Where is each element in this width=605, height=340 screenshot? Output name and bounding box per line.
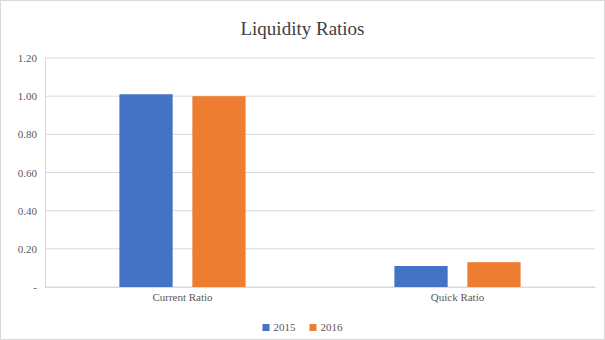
y-tick: 1.20: [18, 52, 45, 64]
y-tick-label: 0.40: [18, 205, 38, 217]
x-axis: Current Ratio Quick Ratio: [46, 287, 596, 303]
y-tick-label: 0.60: [18, 167, 38, 179]
y-tick: 0.80: [18, 128, 45, 140]
y-tick-label: 1.20: [18, 52, 38, 64]
legend-label: 2015: [274, 321, 297, 333]
bars: [119, 94, 520, 287]
y-tick: 0.40: [18, 205, 45, 217]
y-tick: 1.00: [18, 90, 45, 102]
bar: [119, 94, 172, 287]
legend-swatch: [263, 324, 270, 331]
legend: 2015 2016: [263, 321, 344, 333]
y-axis-line: [45, 59, 46, 288]
bar: [192, 96, 245, 287]
plot: - 0.20 0.40 0.60 0.80 1.00 1.20 Current Ratio Qu…: [18, 52, 596, 303]
y-tick-label: 0.80: [18, 128, 38, 140]
legend-label: 2016: [321, 321, 344, 333]
grid: [45, 58, 595, 287]
y-axis: - 0.20 0.40 0.60 0.80 1.00 1.20: [18, 52, 46, 293]
y-tick: 0.20: [18, 243, 45, 255]
legend-swatch: [310, 324, 317, 331]
legend-item: 2016: [310, 321, 344, 333]
y-tick-label: -: [33, 281, 37, 293]
bar-series: [119, 94, 447, 287]
y-tick: -: [33, 281, 45, 293]
chart: Liquidity Ratios - 0.20 0.40 0.60 0.80 1.00 1.2…: [0, 0, 605, 340]
grid-line: [45, 58, 595, 59]
bar: [467, 262, 520, 287]
bar-series: [192, 96, 520, 287]
x-tick: Quick Ratio: [431, 287, 485, 303]
x-tick: Current Ratio: [152, 287, 213, 303]
chart-border: [1, 1, 605, 340]
y-tick-label: 1.00: [18, 90, 38, 102]
title: Liquidity Ratios: [240, 18, 364, 39]
y-tick-label: 0.20: [18, 243, 38, 255]
bar: [394, 266, 447, 287]
x-tick-label: Quick Ratio: [431, 291, 485, 303]
legend-item: 2015: [263, 321, 297, 333]
x-axis-line: [46, 287, 596, 288]
x-tick-label: Current Ratio: [152, 291, 213, 303]
y-tick: 0.60: [18, 167, 45, 179]
